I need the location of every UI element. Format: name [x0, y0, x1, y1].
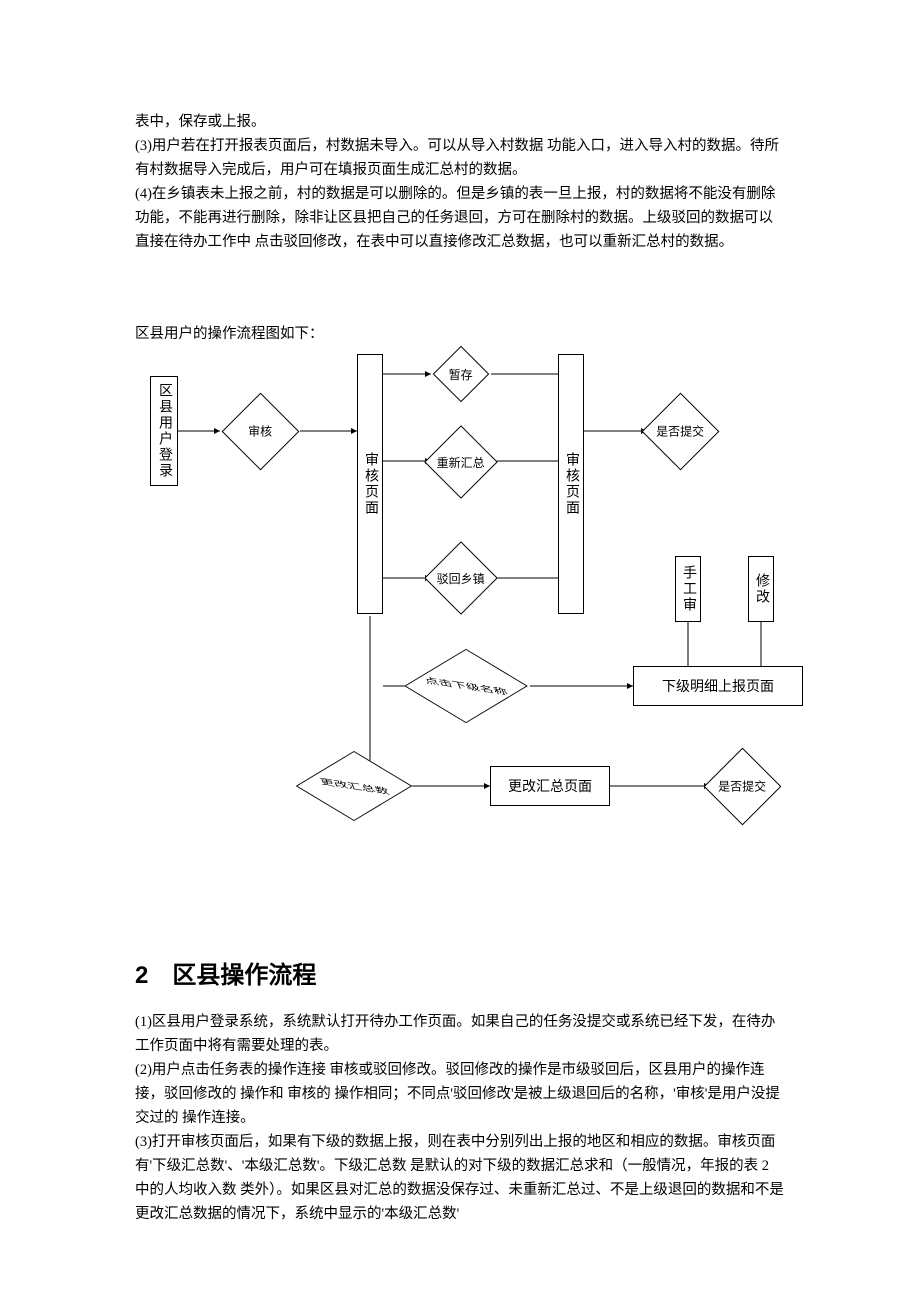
paragraph-6: (2)用户点击任务表的操作连接 审核或驳回修改。驳回修改的操作是市级驳回后，区县…: [135, 1058, 785, 1130]
node-review-page-1: 审核页面: [357, 354, 383, 614]
node-login: 区县用户登录: [150, 376, 178, 486]
paragraph-7: (3)打开审核页面后，如果有下级的数据上报，则在表中分别列出上报的地区和相应的数…: [135, 1130, 785, 1226]
node-submit-1: 是否提交: [642, 393, 720, 471]
node-modify: 修改: [748, 556, 774, 622]
paragraph-5: (1)区县用户登录系统，系统默认打开待办工作页面。如果自己的任务没提交或系统已经…: [135, 1010, 785, 1058]
document-page: 表中，保存或上报。 (3)用户若在打开报表页面后，村数据未导入。可以从导入村数据…: [0, 0, 920, 1302]
node-audit: 审核: [222, 393, 300, 471]
paragraph-4: 区县用户的操作流程图如下：: [135, 322, 785, 346]
flowchart: 区县用户登录 审核 审核页面 暂存 重新汇总 驳回乡镇 点击下级名称 审核页面 …: [135, 346, 815, 876]
paragraph-1: 表中，保存或上报。: [135, 110, 785, 134]
node-reject: 驳回乡镇: [424, 541, 498, 615]
node-change-sum: 更改汇总数: [296, 751, 413, 821]
node-manual: 手工审: [675, 556, 701, 622]
node-submit-2: 是否提交: [704, 748, 782, 826]
paragraph-3: (4)在乡镇表未上报之前，村的数据是可以删除的。但是乡镇的表一旦上报，村的数据将…: [135, 182, 785, 254]
node-click-sub: 点击下级名称: [404, 649, 528, 723]
node-save: 暂存: [433, 346, 490, 403]
node-detail-page: 下级明细上报页面: [633, 666, 803, 706]
paragraph-2: (3)用户若在打开报表页面后，村数据未导入。可以从导入村数据 功能入口，进入导入…: [135, 134, 785, 182]
node-resum: 重新汇总: [424, 425, 498, 499]
heading-2: 2 区县操作流程: [135, 955, 316, 990]
node-review-page-2: 审核页面: [558, 354, 584, 614]
node-change-page: 更改汇总页面: [490, 766, 610, 806]
